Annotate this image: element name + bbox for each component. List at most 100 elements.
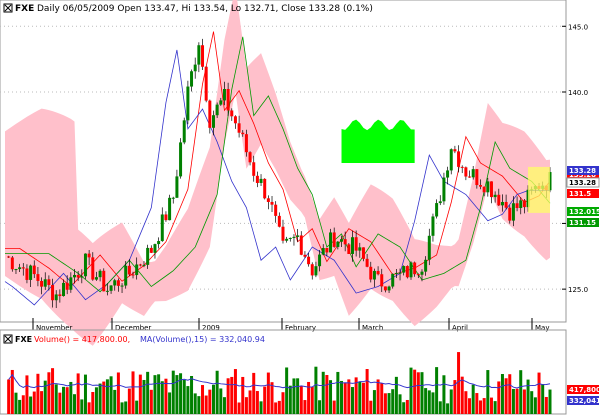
- candle-body-40: [149, 247, 153, 253]
- volume-bar-100: [369, 400, 373, 414]
- candle-body-137: [504, 201, 508, 208]
- volume-bar-123: [453, 380, 457, 414]
- candle-body-65: [241, 132, 245, 135]
- candle-body-128: [471, 169, 475, 178]
- volume-bar-140: [515, 388, 519, 414]
- candle-body-89: [329, 232, 333, 253]
- volume-bar-48: [179, 373, 183, 414]
- candle-body-66: [244, 134, 248, 153]
- candle-body-52: [193, 64, 197, 72]
- candle-body-103: [380, 274, 384, 287]
- volume-bar-125: [460, 376, 464, 414]
- volume-bar-94: [347, 379, 351, 414]
- candle-body-51: [190, 71, 194, 87]
- candle-body-60: [222, 88, 226, 101]
- volume-bar-105: [387, 393, 391, 414]
- volume-bar-86: [318, 400, 322, 414]
- candle-body-11: [43, 279, 47, 287]
- price-tag-2: 131.5: [569, 190, 591, 198]
- candle-body-14: [54, 294, 58, 301]
- volume-bar-3: [14, 392, 18, 414]
- volume-bar-49: [182, 379, 186, 414]
- volume-bar-69: [255, 391, 259, 414]
- volume-symbol: FXE: [15, 335, 32, 344]
- x-tick-label-2: 2009: [202, 324, 220, 332]
- candle-body-82: [303, 254, 307, 257]
- volume-bar-110: [405, 399, 409, 414]
- volume-bar-77: [285, 367, 289, 414]
- candle-body-75: [277, 215, 281, 227]
- volume-bar-147: [541, 384, 545, 414]
- volume-bar-44: [164, 378, 168, 414]
- candle-body-101: [372, 270, 376, 280]
- candle-body-91: [336, 241, 340, 247]
- volume-bar-40: [149, 389, 153, 414]
- candle-body-24: [91, 257, 95, 280]
- candle-body-68: [252, 162, 256, 176]
- volume-bar-73: [270, 382, 274, 414]
- volume-bar-66: [244, 397, 248, 414]
- volume-bar-59: [219, 388, 223, 414]
- price-tag-bg-2: [567, 189, 599, 198]
- volume-bar-6: [25, 375, 29, 414]
- green-line: [5, 36, 551, 293]
- candle-body-98: [361, 247, 365, 259]
- candle-body-70: [259, 178, 263, 183]
- volume-bar-22: [83, 374, 87, 414]
- volume-bar-41: [153, 375, 157, 414]
- ichimoku-cloud: [5, 0, 550, 346]
- volume-bar-18: [69, 381, 73, 414]
- candle-body-26: [98, 270, 102, 278]
- volume-bar-102: [376, 379, 380, 414]
- candle-body-6: [25, 268, 29, 280]
- volume-bar-126: [464, 391, 468, 414]
- volume-bar-16: [62, 386, 66, 414]
- volume-bar-90: [332, 400, 336, 414]
- volume-bar-67: [248, 390, 252, 414]
- volume-bar-61: [226, 378, 230, 414]
- candle-body-126: [464, 167, 468, 177]
- volume-bar-101: [372, 390, 376, 414]
- candle-body-85: [314, 266, 318, 276]
- candle-body-23: [87, 253, 91, 258]
- x-tick-label-1: December: [115, 324, 151, 332]
- candle-body-42: [157, 241, 161, 245]
- volume-bar-88: [325, 374, 329, 414]
- candle-body-79: [292, 236, 296, 238]
- volume-bar-24: [91, 391, 95, 414]
- volume-bar-34: [127, 388, 131, 414]
- candle-body-110: [405, 266, 409, 278]
- candle-body-135: [497, 194, 501, 206]
- x-tick-label-6: May: [535, 324, 549, 332]
- volume-bar-146: [537, 372, 541, 414]
- volume-bar-84: [310, 386, 314, 414]
- candle-body-100: [369, 266, 373, 280]
- volume-bar-43: [160, 381, 164, 414]
- candle-body-140: [515, 203, 519, 209]
- volume-bar-45: [168, 392, 172, 414]
- candle-body-142: [522, 200, 526, 208]
- volume-bar-47: [175, 375, 179, 414]
- volume-bar-131: [482, 398, 486, 414]
- candle-body-125: [460, 166, 464, 168]
- volume-bars: [7, 352, 552, 414]
- price-tag-3: 132.015: [569, 208, 600, 216]
- volume-bar-65: [241, 376, 245, 414]
- volume-bar-80: [296, 378, 300, 414]
- volume-header: FXE Volume() = 417,800.00, MA(Volume(),1…: [3, 334, 265, 344]
- volume-bar-103: [380, 383, 384, 414]
- volume-bar-30: [113, 389, 117, 414]
- volume-bar-96: [354, 377, 358, 414]
- candle-body-74: [274, 204, 278, 216]
- candle-body-93: [343, 239, 347, 245]
- volume-bar-133: [489, 397, 493, 414]
- candle-body-124: [457, 151, 461, 167]
- volume-bar-117: [431, 392, 435, 414]
- candle-body-106: [391, 273, 395, 287]
- header-info: Daily 06/05/2009 Open 133.47, Hi 133.54,…: [37, 4, 373, 14]
- candle-body-131: [482, 186, 486, 193]
- volume-bar-121: [446, 403, 450, 414]
- volume-bar-134: [493, 401, 497, 414]
- candle-body-29: [109, 285, 113, 291]
